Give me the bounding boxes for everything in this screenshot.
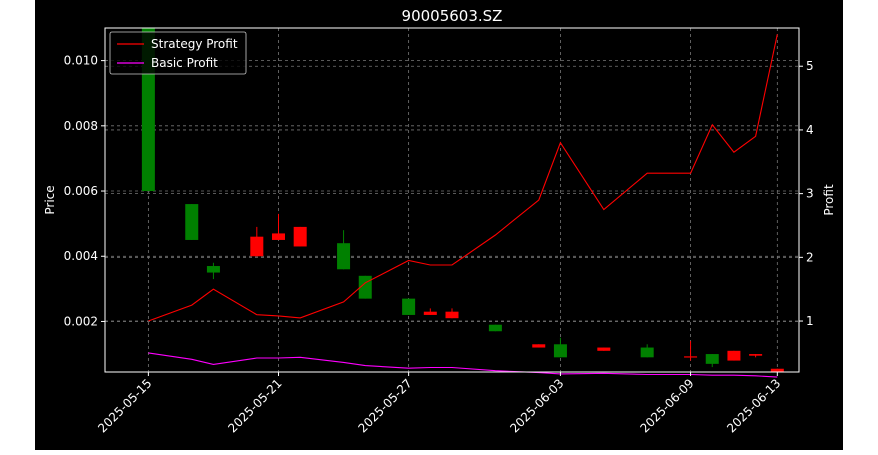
chart-figure: 90005603.SZ 2025-05-15 2025-05-21 2025-05-…: [35, 0, 843, 450]
candle-body: [597, 347, 611, 351]
chart-title: 90005603.SZ: [402, 7, 503, 25]
y-right-tick-label: 2: [806, 250, 814, 264]
y-right-tick-label: 4: [806, 123, 814, 137]
strategy-profit-line: [148, 34, 778, 322]
candle-body: [272, 233, 285, 240]
candle-body: [684, 356, 698, 358]
candle-body: [423, 311, 437, 315]
candle-body: [553, 344, 567, 358]
plot-frame: [104, 27, 800, 373]
candle-body: [749, 354, 763, 356]
y-right-tick-label: 1: [806, 314, 814, 328]
candle-body: [185, 204, 199, 240]
x-tick-label: 2025-06-13: [724, 376, 783, 435]
y-left-tick-label: 0.006: [64, 184, 98, 198]
candle-body: [206, 266, 220, 273]
chart-svg: 90005603.SZ 2025-05-15 2025-05-21 2025-05-…: [43, 7, 836, 436]
x-tick-label: 2025-06-09: [637, 376, 696, 435]
legend: Strategy Profit Basic Profit: [109, 31, 247, 75]
x-tick-label: 2025-05-27: [356, 376, 415, 435]
candle-body: [402, 298, 416, 315]
candle-body: [488, 324, 502, 332]
candle-body: [640, 347, 654, 358]
candle-body: [727, 350, 741, 361]
y-right-tick-label: 5: [806, 59, 814, 73]
y-left-tick-label: 0.002: [64, 314, 98, 328]
grid-layer: [105, 28, 799, 372]
candle-body: [445, 311, 459, 319]
x-tick-label: 2025-05-21: [225, 376, 284, 435]
candle-body: [337, 243, 351, 270]
line-layer: [148, 34, 778, 378]
x-tick-label: 2025-05-15: [95, 376, 154, 435]
candle-body: [705, 354, 719, 364]
y-left-tick-label: 0.008: [64, 119, 98, 133]
candle-body: [770, 368, 784, 372]
candle-body: [532, 344, 546, 348]
y-right-tick-label: 3: [806, 187, 814, 201]
x-tick-label: 2025-06-03: [507, 376, 566, 435]
candle-body: [293, 226, 307, 247]
y-left-tick-label: 0.010: [64, 54, 98, 68]
legend-label-strategy: Strategy Profit: [151, 37, 238, 51]
legend-label-basic: Basic Profit: [151, 56, 218, 70]
candle-body: [250, 236, 264, 257]
y-axis-left-label: Price: [43, 185, 57, 214]
y-left-tick-label: 0.004: [64, 249, 98, 263]
basic-profit-line: [148, 352, 778, 378]
candle-layer: [141, 28, 784, 372]
axis-layer: 2025-05-15 2025-05-21 2025-05-27 2025-06-03…: [64, 54, 814, 436]
y-axis-right-label: Profit: [822, 184, 836, 216]
